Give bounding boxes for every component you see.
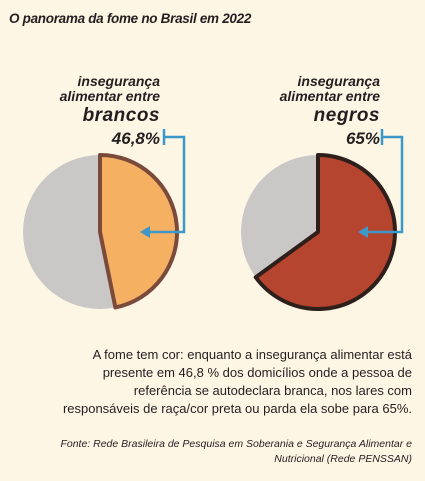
pie-chart-brancos: insegurança alimentar entre brancos 46,8…	[23, 73, 186, 310]
pie-charts: insegurança alimentar entre brancos 46,8…	[23, 73, 404, 311]
bracket-arrow	[148, 129, 186, 234]
value-label: 46,8%	[111, 129, 160, 148]
source-note: Fonte: Rede Brasileira de Pesquisa em So…	[60, 438, 412, 465]
chart-title: O panorama da fome no Brasil em 2022	[9, 11, 252, 26]
pie-slice-insecurity	[98, 153, 179, 310]
group-label: brancos	[83, 105, 160, 126]
group-label: negros	[314, 105, 380, 126]
description-text: A fome tem cor: enquanto a insegurança a…	[62, 347, 412, 416]
label-line-1: insegurança	[78, 73, 161, 89]
pie-chart-negros: insegurança alimentar entre negros 65%	[241, 73, 404, 311]
arrow-head	[140, 226, 150, 238]
arrow-head	[358, 226, 368, 238]
label-line-2: alimentar entre	[280, 88, 381, 104]
pie-slice-insecurity	[253, 153, 398, 311]
label-line-2: alimentar entre	[60, 88, 161, 104]
value-label: 65%	[346, 129, 380, 148]
bracket-arrow	[366, 129, 404, 234]
label-line-1: insegurança	[298, 73, 381, 89]
